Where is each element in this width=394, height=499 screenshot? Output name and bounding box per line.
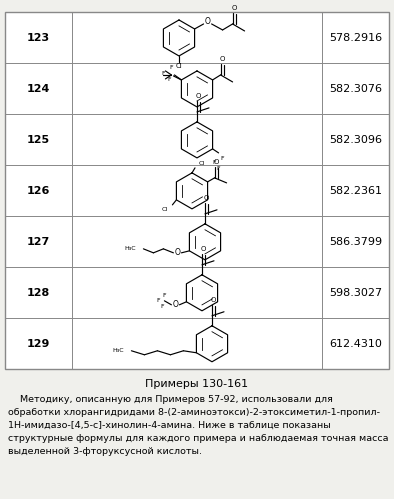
- Text: 578.2916: 578.2916: [329, 33, 382, 43]
- Text: H₃C: H₃C: [125, 247, 136, 251]
- Text: обработки хлорангидридами 8-(2-аминоэтокси)-2-этоксиметил-1-пропил-: обработки хлорангидридами 8-(2-аминоэток…: [8, 408, 380, 417]
- Text: O: O: [211, 297, 216, 303]
- Text: H₃C: H₃C: [113, 348, 125, 353]
- Text: 128: 128: [27, 288, 50, 298]
- Text: 582.3096: 582.3096: [329, 135, 382, 145]
- Text: 582.2361: 582.2361: [329, 186, 382, 196]
- Text: выделенной 3-фторуксусной кислоты.: выделенной 3-фторуксусной кислоты.: [8, 447, 202, 456]
- Text: O: O: [175, 249, 180, 257]
- Text: Методику, описанную для Примеров 57-92, использовали для: Методику, описанную для Примеров 57-92, …: [8, 395, 333, 404]
- Text: структурные формулы для каждого примера и наблюдаемая точная масса: структурные формулы для каждого примера …: [8, 434, 388, 443]
- Text: F: F: [163, 293, 166, 298]
- Text: 612.4310: 612.4310: [329, 339, 382, 349]
- Text: 598.3027: 598.3027: [329, 288, 382, 298]
- Text: Cl: Cl: [199, 161, 205, 166]
- Text: Cl: Cl: [162, 208, 167, 213]
- Text: 126: 126: [27, 186, 50, 196]
- Text: 582.3076: 582.3076: [329, 84, 382, 94]
- Text: Примеры 130-161: Примеры 130-161: [145, 379, 249, 389]
- Text: 123: 123: [27, 33, 50, 43]
- Text: O: O: [204, 195, 209, 201]
- Text: O: O: [201, 246, 206, 252]
- Text: O: O: [204, 17, 210, 26]
- Text: 125: 125: [27, 135, 50, 145]
- Text: F: F: [213, 160, 216, 165]
- Text: Cl: Cl: [176, 63, 182, 69]
- Text: O: O: [231, 5, 237, 11]
- Text: O: O: [173, 300, 178, 309]
- Text: O: O: [196, 93, 201, 99]
- Text: O: O: [214, 159, 219, 165]
- Text: 127: 127: [27, 237, 50, 247]
- Text: F: F: [221, 156, 225, 161]
- Text: 586.3799: 586.3799: [329, 237, 382, 247]
- Text: F: F: [167, 77, 171, 82]
- Text: F: F: [217, 166, 220, 171]
- Bar: [5, 12, 389, 369]
- Text: O: O: [219, 56, 225, 62]
- Text: 129: 129: [27, 339, 50, 349]
- Text: F: F: [161, 304, 164, 309]
- Text: 1H-имидазо-[4,5-c]-хинолин-4-амина. Ниже в таблице показаны: 1H-имидазо-[4,5-c]-хинолин-4-амина. Ниже…: [8, 421, 331, 430]
- Text: F: F: [169, 65, 173, 70]
- Text: 124: 124: [27, 84, 50, 94]
- Text: F: F: [162, 71, 165, 76]
- Text: F: F: [156, 298, 160, 303]
